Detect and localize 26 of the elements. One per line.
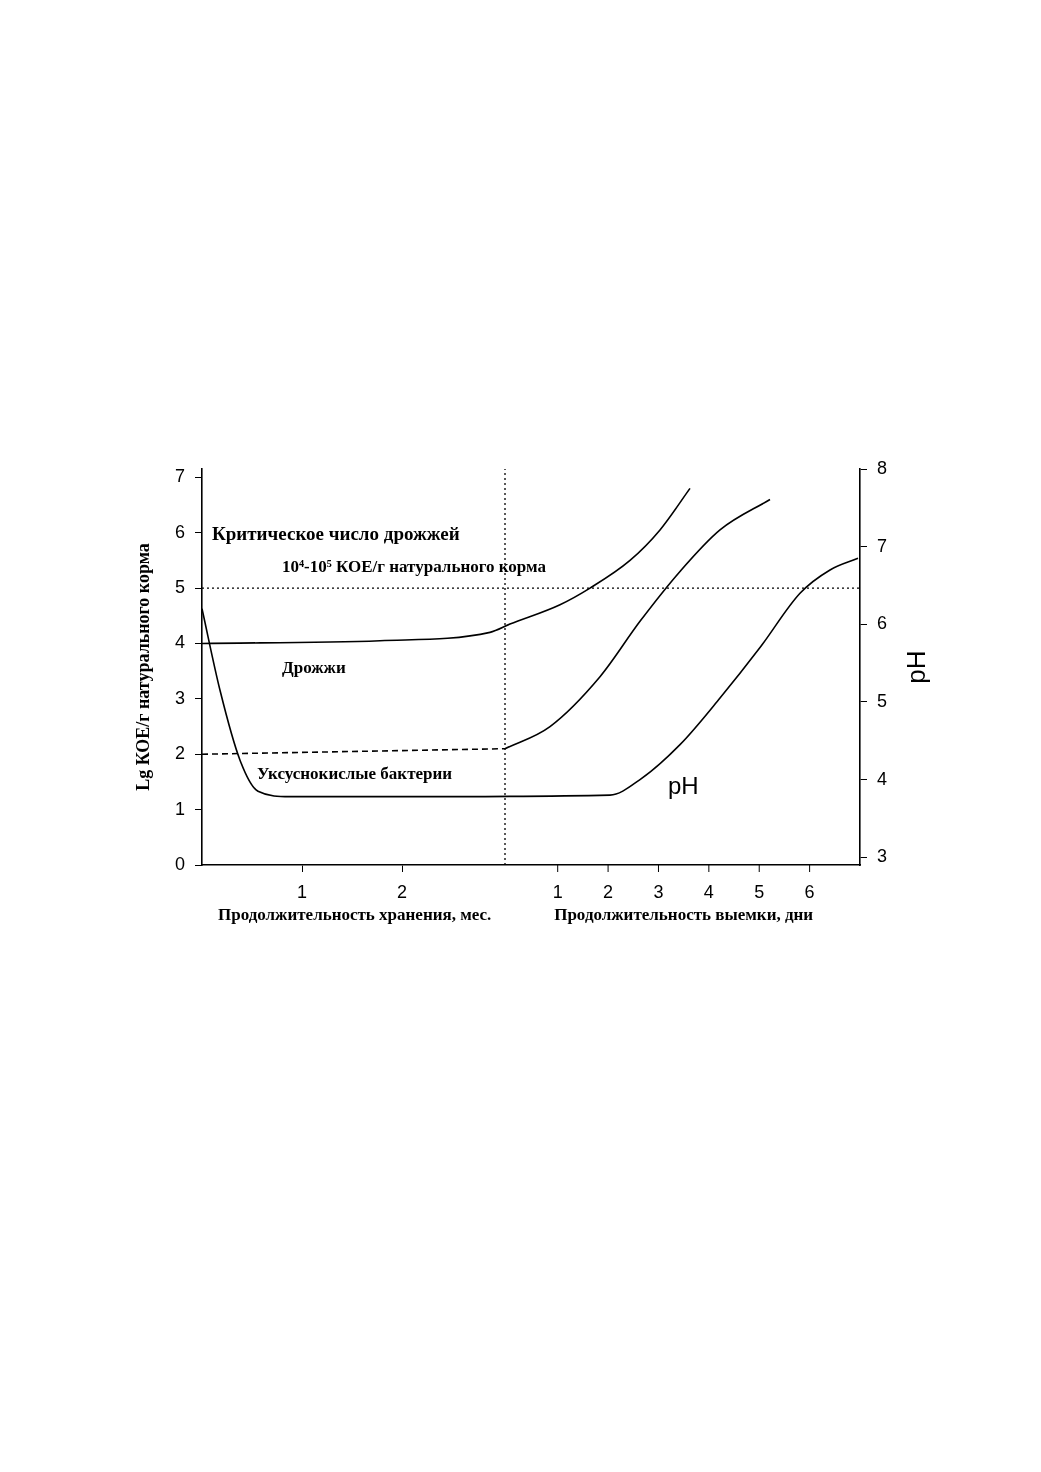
series-label: Дрожжи [282, 658, 346, 678]
y-tick-label: 4 [174, 632, 185, 653]
y2-tick-label: 7 [877, 535, 888, 556]
x2-tick-label: 3 [653, 881, 664, 902]
x2-axis-title: Продолжительность выемки, дни [554, 904, 814, 924]
y-tick-label: 2 [174, 743, 185, 764]
y-tick-label: 0 [174, 853, 185, 874]
y-tick-label: 6 [174, 521, 185, 542]
y-tick-label: 5 [174, 577, 185, 598]
y-axis-title: Lg КОЕ/г натурального корма [132, 543, 153, 791]
y-tick-label: 3 [174, 687, 185, 708]
y2-tick-label: 5 [877, 690, 888, 711]
y2-tick-label: 8 [877, 457, 888, 478]
y-tick-label: 7 [174, 466, 185, 487]
x2-tick-label: 5 [754, 881, 765, 902]
series-label: Уксуснокислые бактерии [257, 763, 453, 783]
y2-tick-label: 3 [877, 846, 888, 867]
y-tick-label: 1 [174, 798, 185, 819]
y2-tick-label: 6 [877, 613, 888, 634]
ref-line-label: Критическое число дрожжей 10⁴-10⁵ КОЕ/г натурального корма [212, 523, 547, 577]
x2-tick-label: 6 [804, 881, 815, 902]
x2-tick-label: 4 [703, 881, 714, 902]
y2-axis-title: pH [901, 650, 932, 684]
x-axis-title: Продолжительность хранения, мес. [218, 904, 492, 924]
series-label: pH [668, 772, 699, 800]
y2-tick-label: 4 [877, 768, 888, 789]
